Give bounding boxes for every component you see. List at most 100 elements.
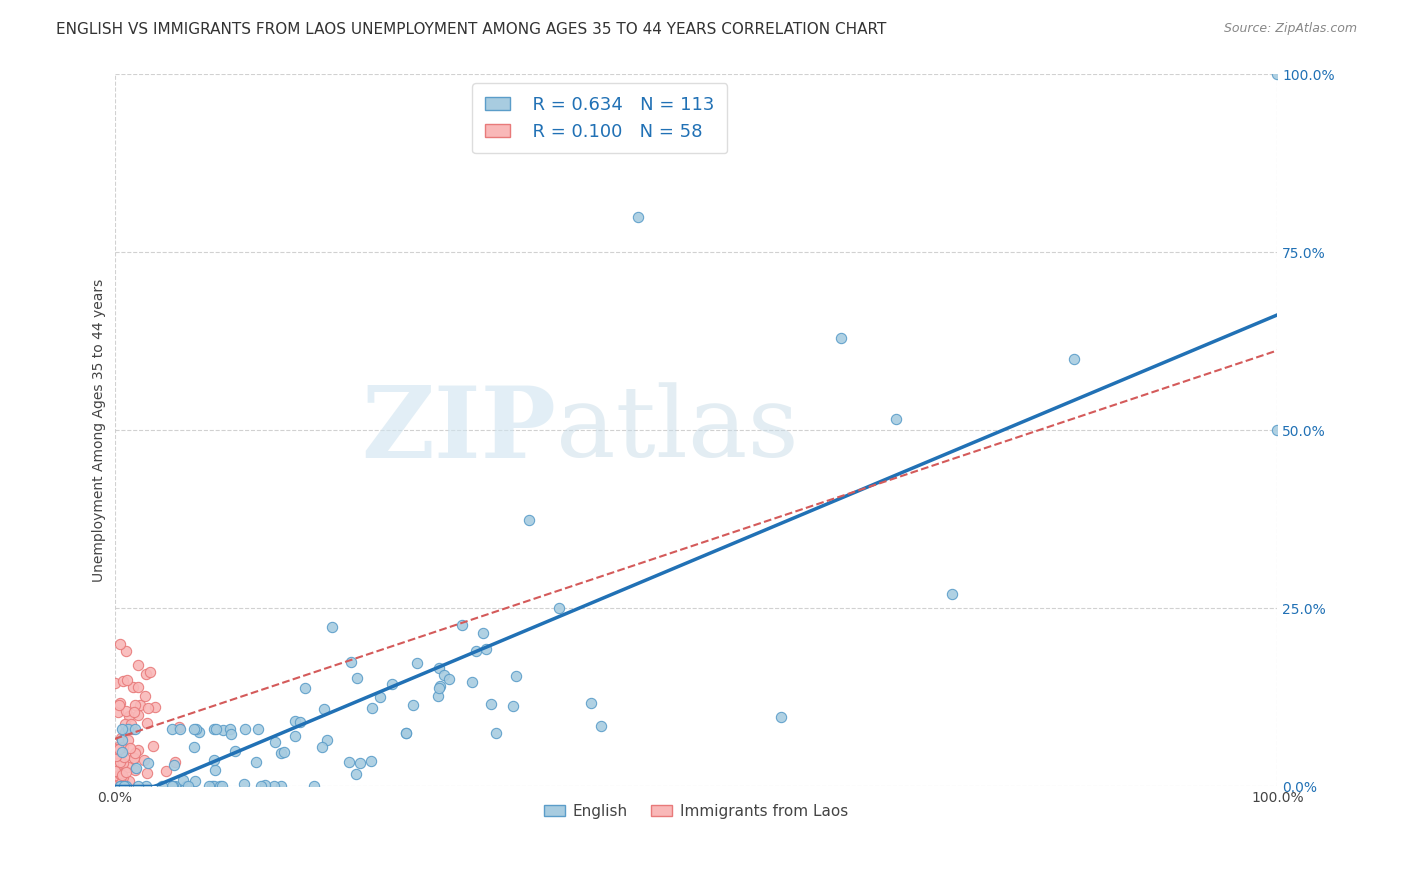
Point <box>176 780 198 794</box>
Point <box>581 696 603 710</box>
Point <box>104 748 127 763</box>
Point <box>246 723 269 737</box>
Point <box>197 780 219 794</box>
Point <box>204 723 226 737</box>
Point <box>361 701 384 715</box>
Point <box>135 666 157 681</box>
Point <box>167 720 190 734</box>
Point <box>150 780 173 794</box>
Point <box>312 701 335 715</box>
Point <box>304 780 326 794</box>
Point <box>202 753 225 767</box>
Point <box>110 759 132 773</box>
Point <box>122 751 145 765</box>
Point <box>461 674 484 689</box>
Point <box>270 780 292 794</box>
Point <box>111 733 134 747</box>
Point <box>427 660 450 674</box>
Point <box>433 667 456 681</box>
Point <box>184 773 207 788</box>
Point <box>132 752 155 766</box>
Point <box>475 641 498 656</box>
Point <box>485 726 508 740</box>
Point <box>284 714 307 728</box>
Point <box>124 746 146 760</box>
Point <box>124 764 146 778</box>
Point <box>115 704 138 718</box>
Point <box>263 780 285 794</box>
Point <box>135 780 157 794</box>
Point <box>110 731 132 745</box>
Point <box>284 730 307 744</box>
Point <box>118 774 141 789</box>
Point <box>115 780 138 794</box>
Point <box>117 723 139 737</box>
Point <box>125 760 148 774</box>
Point <box>547 600 569 615</box>
Text: ZIP: ZIP <box>361 382 557 479</box>
Point <box>502 698 524 713</box>
Point <box>183 740 205 755</box>
Point <box>346 671 368 685</box>
Text: Source: ZipAtlas.com: Source: ZipAtlas.com <box>1223 22 1357 36</box>
Point <box>111 756 134 770</box>
Point <box>115 764 138 779</box>
Point <box>110 780 132 794</box>
Point <box>208 780 231 794</box>
Point <box>183 723 205 737</box>
Point <box>117 760 139 774</box>
Point <box>451 617 474 632</box>
Point <box>360 754 382 768</box>
Point <box>136 701 159 715</box>
Point <box>118 709 141 723</box>
Point <box>111 745 134 759</box>
Point <box>110 776 132 790</box>
Point <box>108 755 131 769</box>
Point <box>107 769 129 783</box>
Text: atlas: atlas <box>557 383 799 478</box>
Point <box>112 780 135 794</box>
Point <box>107 778 129 792</box>
Point <box>127 680 149 694</box>
Point <box>273 745 295 759</box>
Point <box>136 765 159 780</box>
Point <box>250 780 273 794</box>
Point <box>627 210 650 224</box>
Point <box>163 757 186 772</box>
Point <box>395 726 418 740</box>
Point <box>121 722 143 736</box>
Point <box>311 740 333 755</box>
Point <box>429 679 451 693</box>
Point <box>128 698 150 712</box>
Point <box>142 739 165 753</box>
Point <box>105 742 128 756</box>
Point <box>162 780 184 794</box>
Point <box>122 705 145 719</box>
Point <box>169 723 191 737</box>
Point <box>115 644 138 658</box>
Point <box>165 780 187 794</box>
Point <box>770 710 793 724</box>
Point <box>290 715 312 730</box>
Point <box>202 723 225 737</box>
Point <box>111 767 134 781</box>
Point <box>349 756 371 770</box>
Point <box>107 742 129 756</box>
Point <box>1265 423 1288 437</box>
Point <box>122 680 145 694</box>
Point <box>108 780 131 794</box>
Y-axis label: Unemployment Among Ages 35 to 44 years: Unemployment Among Ages 35 to 44 years <box>93 278 107 582</box>
Point <box>127 658 149 673</box>
Point <box>517 513 540 527</box>
Point <box>127 707 149 722</box>
Point <box>426 689 449 703</box>
Point <box>110 637 132 651</box>
Point <box>110 767 132 781</box>
Point <box>124 723 146 737</box>
Point <box>160 780 183 794</box>
Point <box>245 755 267 769</box>
Point <box>1063 351 1085 366</box>
Point <box>104 676 127 690</box>
Point <box>427 681 450 695</box>
Point <box>108 698 131 713</box>
